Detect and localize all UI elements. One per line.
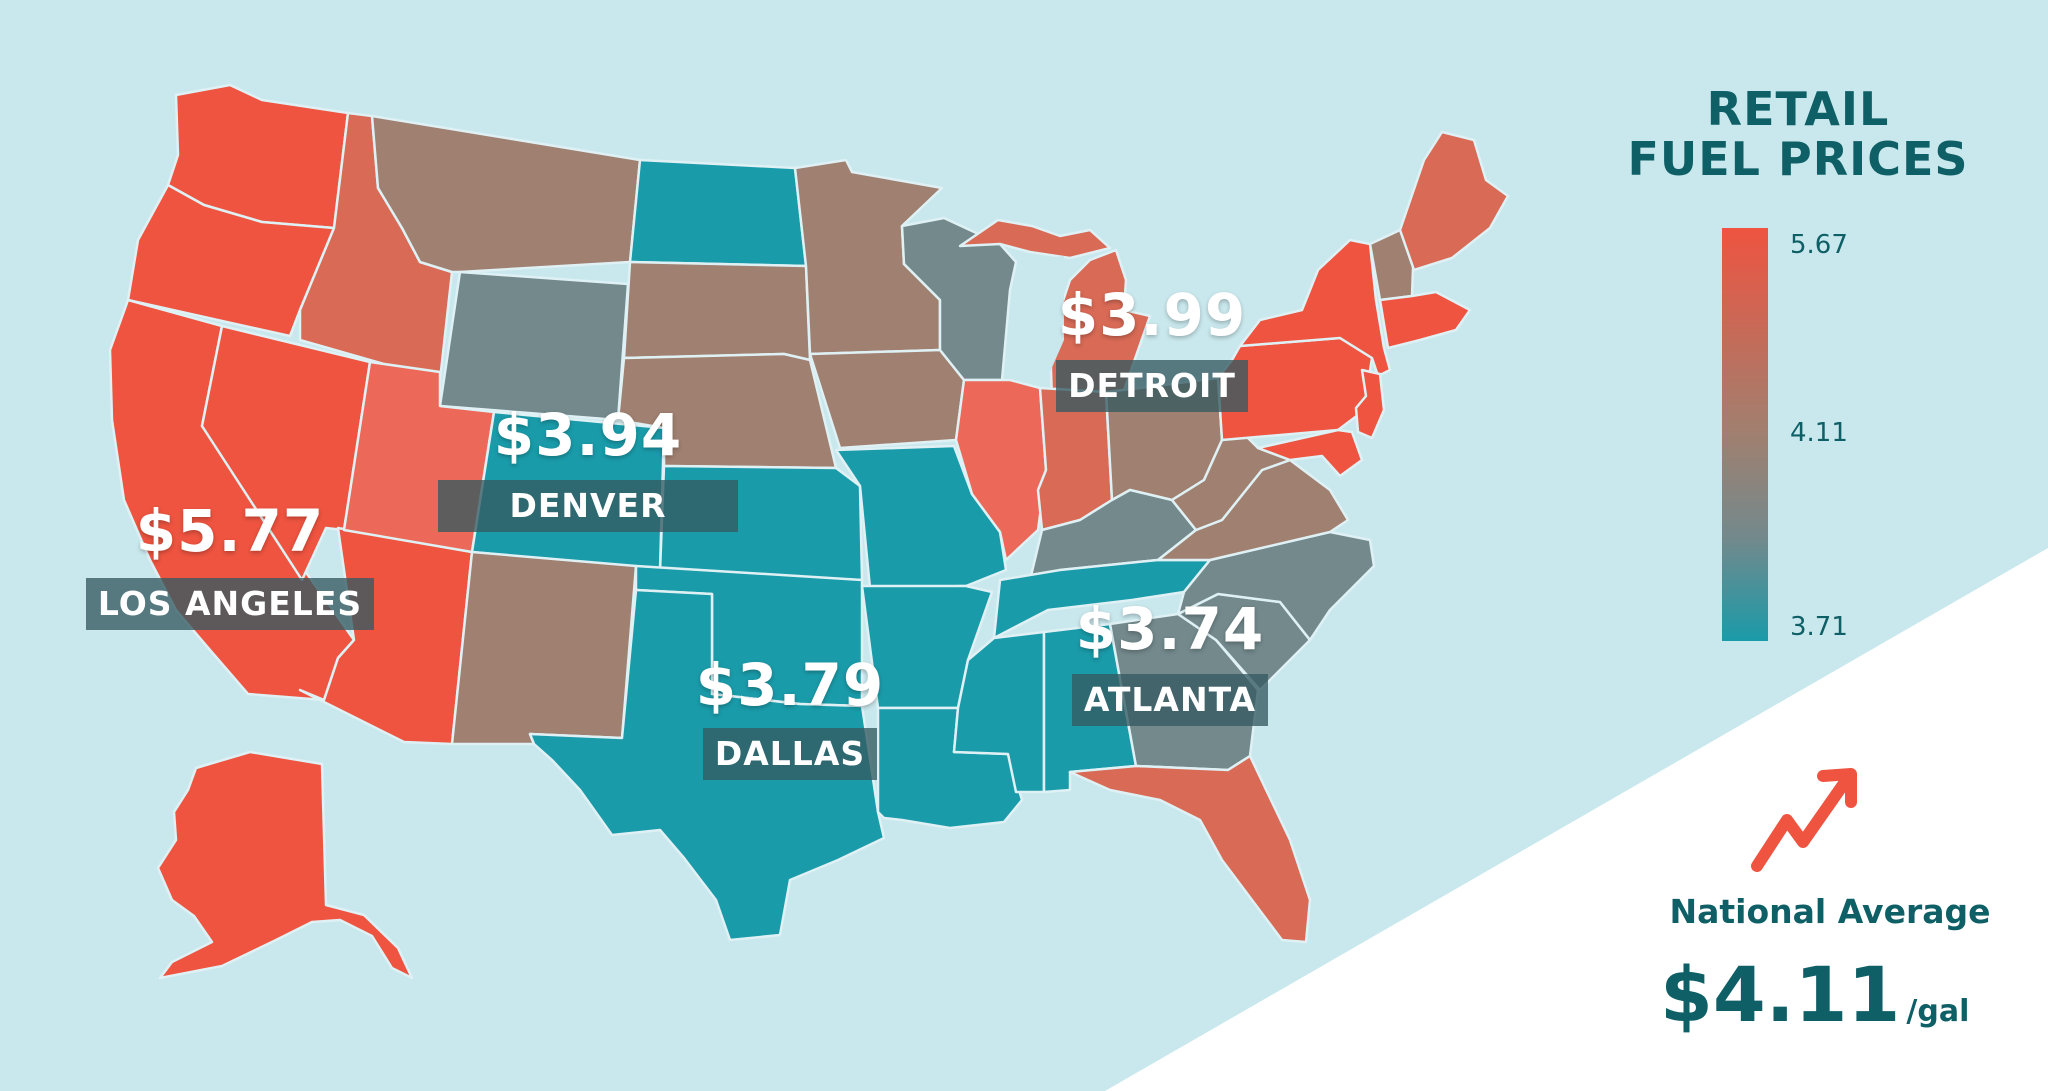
legend-color-scale — [1722, 228, 1768, 641]
state-montana — [370, 114, 642, 274]
national-average-unit: /gal — [1906, 994, 1970, 1029]
state-florida — [1068, 754, 1312, 944]
city-price: $3.99 — [1057, 281, 1247, 349]
city-callout-denver: $3.94 DENVER — [438, 406, 738, 532]
city-name: LOS ANGELES — [85, 578, 375, 630]
city-name: DALLAS — [702, 728, 878, 780]
state-wyoming — [438, 270, 630, 422]
city-price: $5.77 — [135, 497, 325, 565]
legend-max-value: 5.67 — [1790, 230, 1848, 260]
trending-up-arrow-icon — [1751, 768, 1857, 872]
national-average-value: $4.11/gal — [1660, 950, 1969, 1039]
city-callout-detroit: $3.99 DETROIT — [1054, 286, 1250, 412]
state-alaska — [156, 750, 414, 980]
city-name: ATLANTA — [1071, 674, 1269, 726]
white-corner-panel — [1105, 548, 2048, 1091]
city-price: $3.94 — [493, 401, 683, 469]
state-missouri — [834, 444, 1008, 590]
national-average-label: National Average — [1669, 892, 1991, 931]
legend-title-line-2: FUEL PRICES — [1627, 132, 1969, 186]
state-maryland-delaware — [1256, 428, 1364, 478]
city-callout-atlanta: $3.74 ATLANTA — [1068, 600, 1272, 726]
city-name: DETROIT — [1056, 360, 1248, 412]
legend-title: RETAIL FUEL PRICES — [1598, 84, 1998, 184]
state-michigan-upper — [958, 218, 1112, 260]
legend-min-value: 3.71 — [1790, 612, 1848, 642]
city-price: $3.79 — [695, 651, 885, 719]
state-massachusetts-ri-ct — [1378, 290, 1472, 350]
state-new-jersey — [1354, 368, 1386, 440]
legend-title-line-1: RETAIL — [1706, 82, 1890, 136]
state-new-york — [1238, 238, 1392, 378]
state-south-dakota — [622, 260, 812, 362]
city-callout-dallas: $3.79 DALLAS — [660, 656, 920, 780]
state-illinois — [954, 378, 1048, 562]
legend-mid-value: 4.11 — [1790, 418, 1848, 448]
state-north-dakota — [628, 158, 808, 268]
city-callout-los-angeles: $5.77 LOS ANGELES — [78, 502, 382, 630]
state-maine — [1398, 130, 1510, 272]
city-name: DENVER — [438, 480, 738, 532]
state-iowa — [808, 348, 966, 450]
state-new-mexico — [450, 550, 638, 746]
lake-michigan — [1040, 256, 1064, 372]
national-average-price: $4.11 — [1660, 950, 1901, 1039]
city-price: $3.74 — [1075, 595, 1265, 663]
